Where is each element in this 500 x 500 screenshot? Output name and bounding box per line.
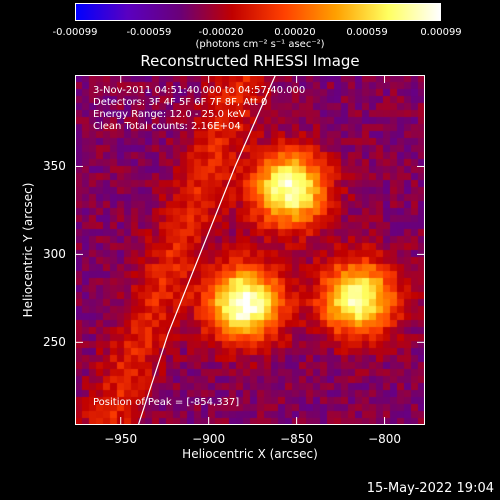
y-tick-label: 350 — [43, 159, 66, 174]
y-tick-label: 300 — [43, 247, 66, 262]
x-tick-label: −900 — [192, 432, 226, 446]
colorbar-tick-label: 0.00059 — [346, 27, 388, 38]
peak-annotation: Position of Peak = [-854,337] — [93, 397, 240, 408]
x-tick-label: −800 — [368, 432, 402, 446]
colorbar-tick-label: -0.00059 — [126, 27, 172, 38]
x-axis-label: Heliocentric X (arcsec) — [182, 447, 318, 461]
plot-area: 3-Nov-2011 04:51:40.000 to 04:57:40.000 … — [75, 75, 425, 425]
energy-annotation: Energy Range: 12.0 - 25.0 keV — [93, 109, 246, 120]
plot-overlay — [75, 75, 425, 425]
time-range-annotation: 3-Nov-2011 04:51:40.000 to 04:57:40.000 — [93, 85, 306, 96]
colorbar-tick-label: 0.00020 — [274, 27, 316, 38]
footer-date: 15-May-2022 19:04 — [366, 481, 494, 496]
solar-limb-curve — [137, 75, 277, 425]
plot-frame — [75, 75, 425, 425]
colorbar-tick-label: -0.00099 — [52, 27, 98, 38]
clean-annotation: Clean Total counts: 2.16E+04 — [93, 121, 241, 132]
colorbar — [75, 3, 441, 21]
colorbar-unit-label: (photons cm⁻² s⁻¹ asec⁻²) — [195, 39, 325, 50]
x-tick-label: −850 — [280, 432, 314, 446]
detectors-annotation: Detectors: 3F 4F 5F 6F 7F 8F, Att 0 — [93, 97, 268, 108]
x-tick-label: −950 — [104, 432, 138, 446]
colorbar-tick-label: -0.00020 — [198, 27, 244, 38]
y-axis-label: Heliocentric Y (arcsec) — [21, 182, 35, 318]
y-tick-label: 250 — [43, 335, 66, 350]
chart-title: Reconstructed RHESSI Image — [140, 52, 360, 70]
colorbar-tick-label: 0.00099 — [420, 27, 462, 38]
